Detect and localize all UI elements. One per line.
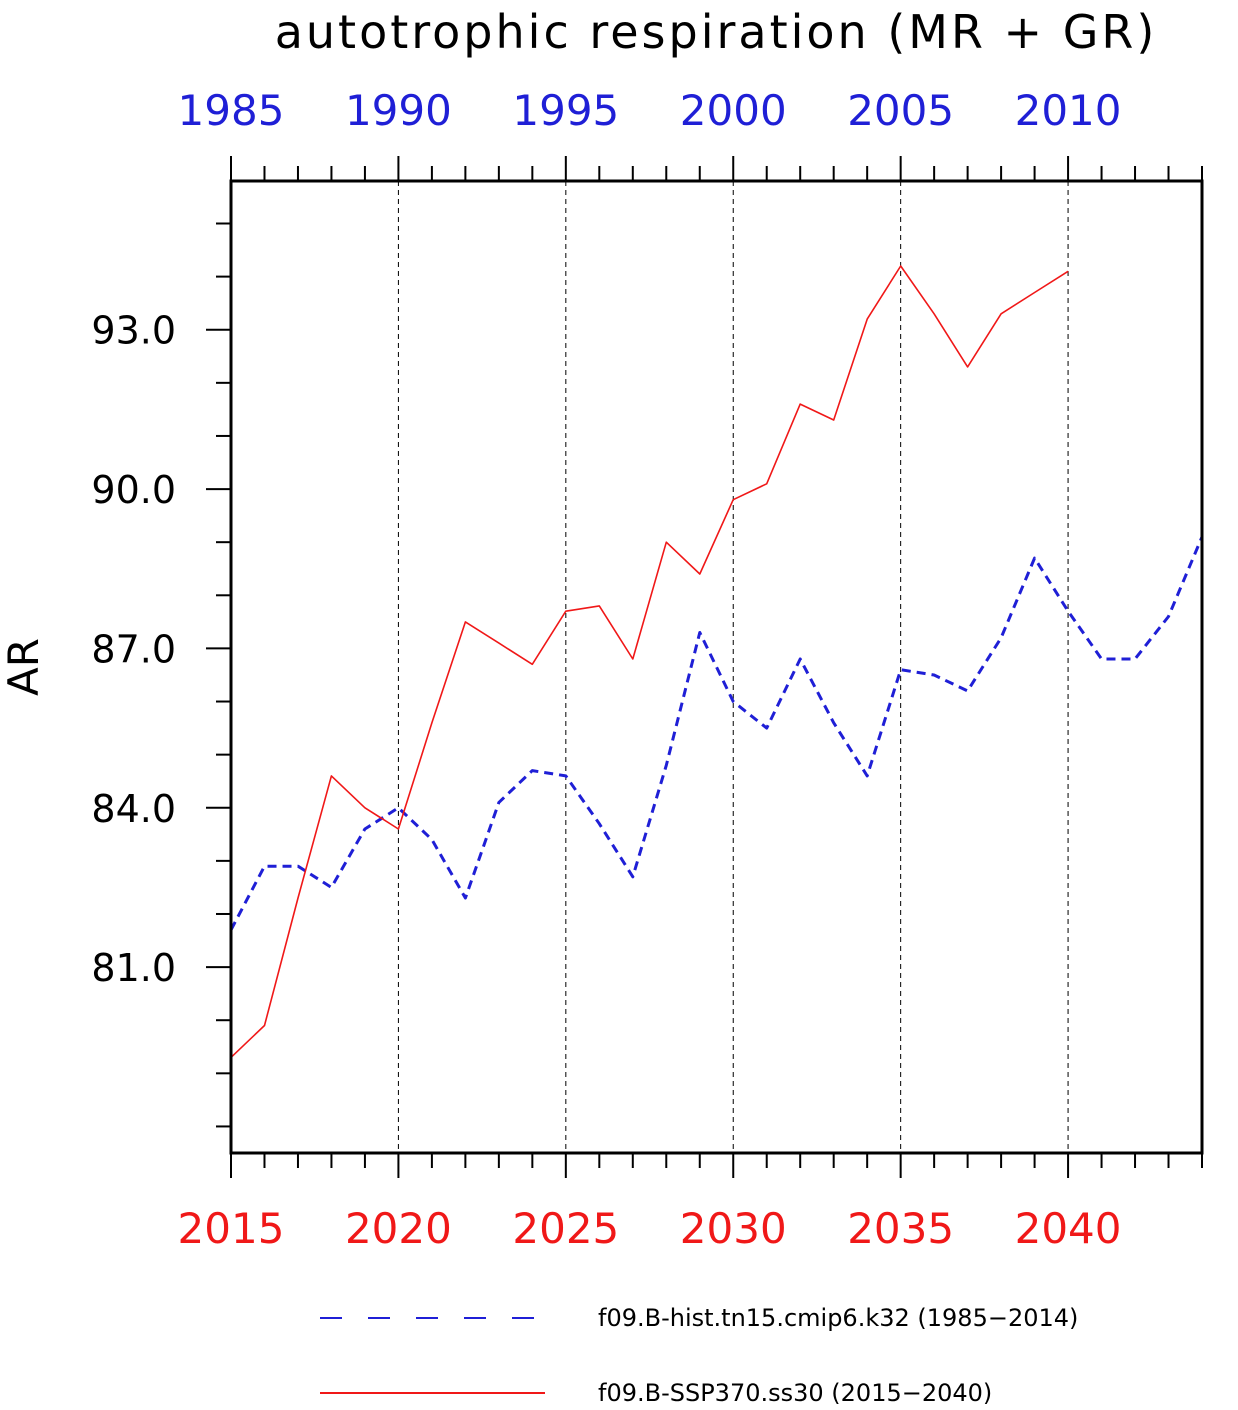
- legend: f09.B-hist.tn15.cmip6.k32 (1985−2014) f0…: [320, 1304, 1078, 1407]
- x-tick-label-top: 1985: [178, 86, 285, 135]
- legend-label-hist: f09.B-hist.tn15.cmip6.k32 (1985−2014): [598, 1304, 1078, 1332]
- x-tick-label-top: 2000: [680, 86, 787, 135]
- axis-ticks: [206, 156, 1203, 1178]
- top-axis-tick-labels: 1985 1990 1995 2000 2005 2010: [178, 86, 1122, 135]
- y-tick-label: 81.0: [91, 946, 176, 990]
- y-tick-label: 90.0: [91, 468, 176, 512]
- series-line-hist: [229, 536, 1204, 931]
- x-tick-label-bottom: 2015: [178, 1204, 285, 1253]
- plot-frame: [229, 179, 1204, 1155]
- x-tick-label-bottom: 2040: [1015, 1204, 1122, 1253]
- y-axis-label: AR: [0, 638, 48, 696]
- x-tick-label-bottom: 2025: [512, 1204, 619, 1253]
- chart-title: autotrophic respiration (MR + GR): [275, 5, 1158, 59]
- legend-label-ssp370: f09.B-SSP370.ss30 (2015−2040): [598, 1379, 992, 1407]
- vertical-gridlines: [397, 181, 1069, 1153]
- x-tick-label-top: 1995: [512, 86, 619, 135]
- x-tick-label-bottom: 2020: [345, 1204, 452, 1253]
- y-tick-label: 87.0: [91, 627, 176, 671]
- x-tick-label-top: 2010: [1015, 86, 1122, 135]
- x-tick-label-top: 2005: [847, 86, 954, 135]
- series-group: [229, 265, 1204, 1058]
- x-tick-label-top: 1990: [345, 86, 452, 135]
- series-line-ssp370: [230, 265, 1069, 1058]
- y-tick-label: 93.0: [91, 309, 176, 353]
- bottom-axis-tick-labels: 2015 2020 2025 2030 2035 2040: [178, 1204, 1122, 1253]
- y-tick-label: 84.0: [91, 787, 176, 831]
- x-tick-label-bottom: 2035: [847, 1204, 954, 1253]
- x-tick-label-bottom: 2030: [680, 1204, 787, 1253]
- y-axis-tick-labels: 81.0 84.0 87.0 90.0 93.0: [91, 309, 176, 990]
